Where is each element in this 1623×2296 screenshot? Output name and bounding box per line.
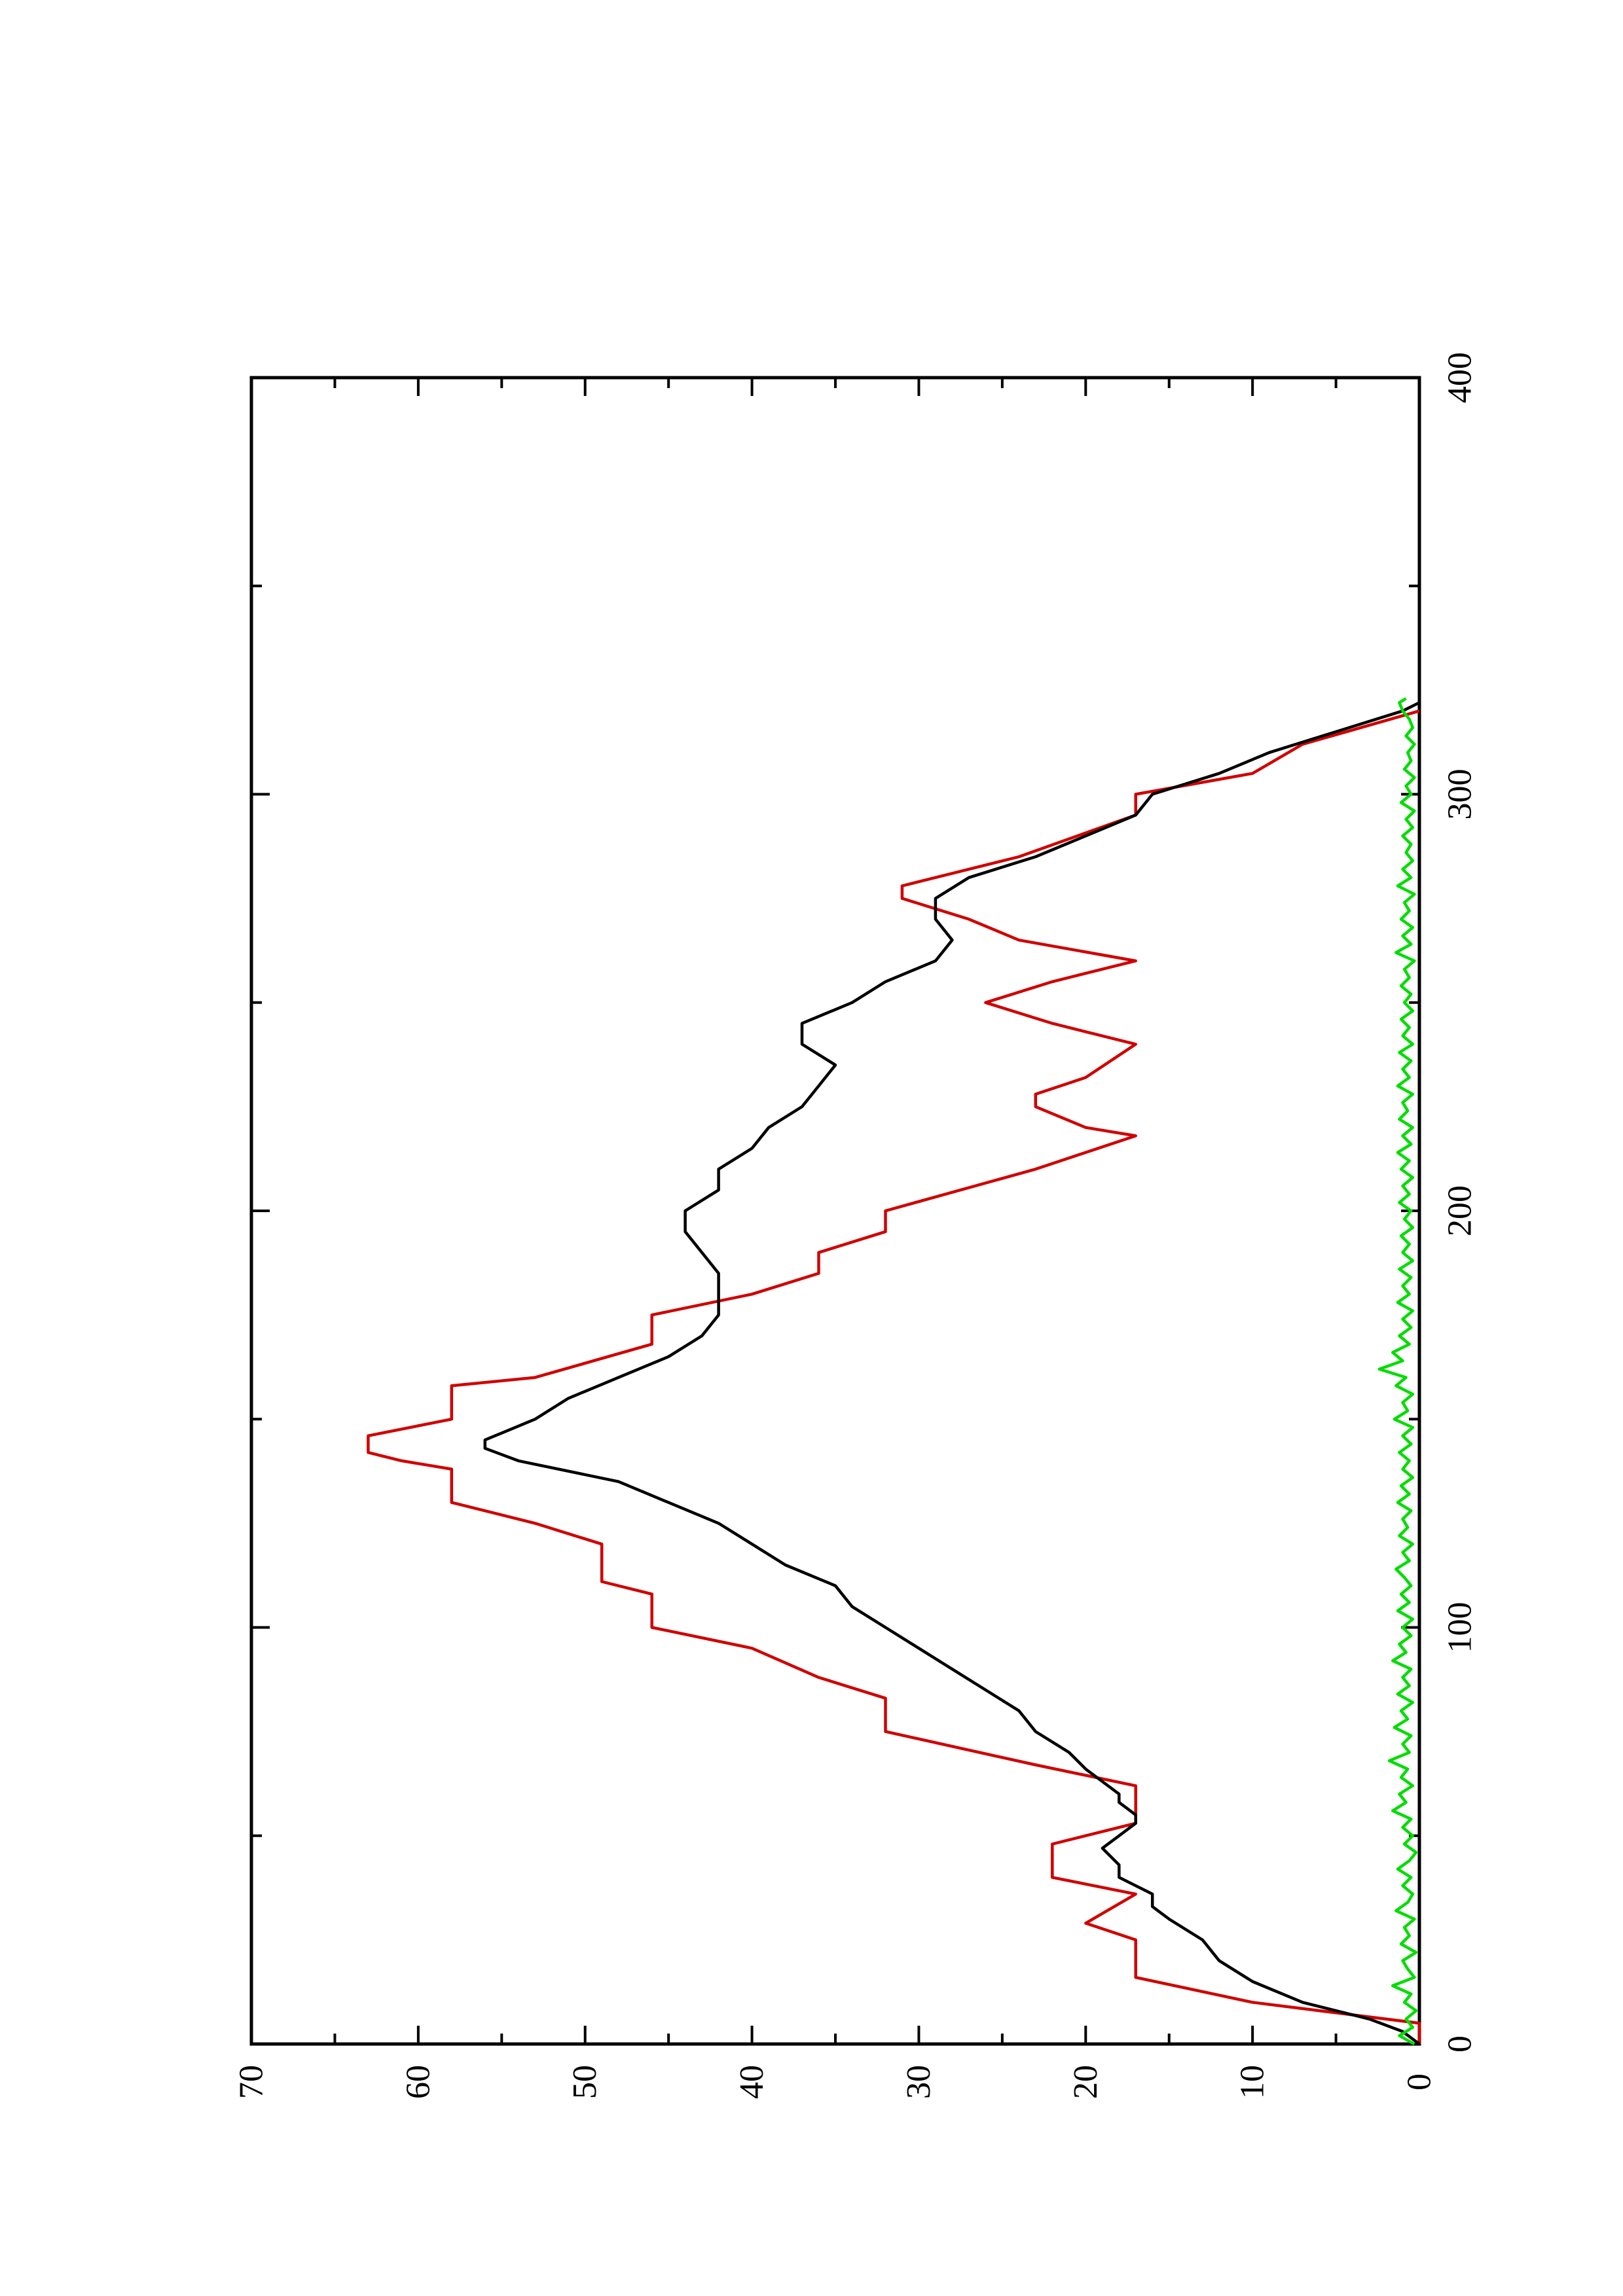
red-series-line	[367, 709, 1421, 2044]
series-lines	[367, 697, 1421, 2045]
plot-frame	[249, 376, 1421, 2046]
x-tick-label: 100	[1442, 1602, 1479, 1653]
y-tick-label: 10	[1234, 2065, 1271, 2099]
y-tick-label: 70	[233, 2065, 270, 2099]
y-tick-label: 50	[566, 2065, 604, 2099]
y-tick-label: 20	[1067, 2065, 1104, 2099]
x-tick-label: 300	[1442, 769, 1479, 820]
y-tick-label: 40	[733, 2065, 771, 2099]
x-tick-label: 200	[1442, 1185, 1479, 1236]
y-tick-label: 30	[900, 2065, 938, 2099]
green-series-line	[1377, 697, 1418, 2045]
y-tick-label: 0	[1401, 2073, 1438, 2090]
tick-labels: 0 100 200 300 400 0 10 20 30 40 50 60 70	[233, 352, 1479, 2099]
black-series-line	[483, 701, 1421, 2045]
y-tick-label: 60	[399, 2065, 437, 2099]
axis-ticks	[250, 376, 1421, 2045]
x-tick-label: 0	[1442, 2036, 1479, 2053]
x-tick-label: 400	[1442, 352, 1479, 403]
